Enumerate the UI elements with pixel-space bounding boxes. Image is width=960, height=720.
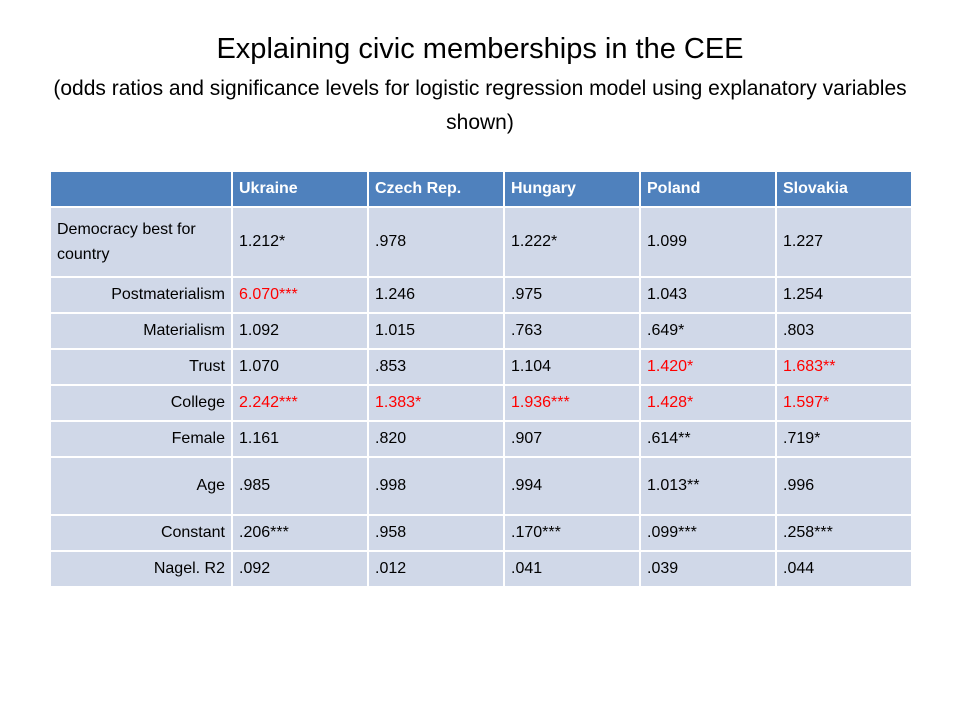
table-cell: .719* [775, 420, 913, 458]
column-header-slovakia: Slovakia [775, 170, 913, 208]
column-header-czech-rep: Czech Rep. [367, 170, 505, 208]
row-label-female: Female [49, 420, 233, 458]
table-cell: 1.246 [367, 276, 505, 314]
table-cell: .998 [367, 456, 505, 516]
table-cell: 1.104 [503, 348, 641, 386]
column-header-ukraine: Ukraine [231, 170, 369, 208]
table-cell: .907 [503, 420, 641, 458]
table-row: Female 1.161 .820 .907 .614** .719* [49, 420, 913, 458]
table-cell-highlighted: 2.242*** [231, 384, 369, 422]
table-cell: .649* [639, 312, 777, 350]
row-label-postmaterialism: Postmaterialism [49, 276, 233, 314]
table-row: Trust 1.070 .853 1.104 1.420* 1.683** [49, 348, 913, 386]
table-row: Postmaterialism 6.070*** 1.246 .975 1.04… [49, 276, 913, 314]
header-blank-cell [49, 170, 233, 208]
table-row: Age .985 .998 .994 1.013** .996 [49, 456, 913, 516]
table-cell-highlighted: 1.428* [639, 384, 777, 422]
table-cell: .044 [775, 550, 913, 588]
table-cell: 1.092 [231, 312, 369, 350]
table-cell-highlighted: 1.420* [639, 348, 777, 386]
column-header-hungary: Hungary [503, 170, 641, 208]
table-cell: .258*** [775, 514, 913, 552]
row-label-materialism: Materialism [49, 312, 233, 350]
table-cell-highlighted: 1.936*** [503, 384, 641, 422]
table-cell: 1.070 [231, 348, 369, 386]
table-cell: .853 [367, 348, 505, 386]
table-cell: .039 [639, 550, 777, 588]
row-label-trust: Trust [49, 348, 233, 386]
slide-title-block: Explaining civic memberships in the CEE … [40, 30, 920, 140]
table-cell: .994 [503, 456, 641, 516]
table-cell: 1.043 [639, 276, 777, 314]
column-header-poland: Poland [639, 170, 777, 208]
table-cell: .041 [503, 550, 641, 588]
table-cell: 1.161 [231, 420, 369, 458]
slide-subtitle: (odds ratios and significance levels for… [53, 77, 907, 134]
row-label-nagel-r2: Nagel. R2 [49, 550, 233, 588]
table-cell: .099*** [639, 514, 777, 552]
table-cell: .958 [367, 514, 505, 552]
table-cell: .978 [367, 206, 505, 278]
table-cell: 1.212* [231, 206, 369, 278]
table-header-row: Ukraine Czech Rep. Hungary Poland Slovak… [49, 170, 913, 208]
table-cell: 1.099 [639, 206, 777, 278]
slide-title: Explaining civic memberships in the CEE [216, 33, 744, 65]
regression-results-table: Ukraine Czech Rep. Hungary Poland Slovak… [49, 170, 913, 588]
table-cell: .985 [231, 456, 369, 516]
row-label-constant: Constant [49, 514, 233, 552]
row-label-democracy: Democracy best for country [49, 206, 233, 278]
table-cell: 1.254 [775, 276, 913, 314]
table-cell: .975 [503, 276, 641, 314]
table-cell: .012 [367, 550, 505, 588]
row-label-age: Age [49, 456, 233, 516]
table-row: College 2.242*** 1.383* 1.936*** 1.428* … [49, 384, 913, 422]
table-cell: 1.222* [503, 206, 641, 278]
table-row: Nagel. R2 .092 .012 .041 .039 .044 [49, 550, 913, 588]
table-cell: .206*** [231, 514, 369, 552]
table-cell: .614** [639, 420, 777, 458]
table-cell-highlighted: 1.683** [775, 348, 913, 386]
table-cell-highlighted: 6.070*** [231, 276, 369, 314]
table-cell: .820 [367, 420, 505, 458]
table-row: Materialism 1.092 1.015 .763 .649* .803 [49, 312, 913, 350]
table-cell-highlighted: 1.383* [367, 384, 505, 422]
table-cell: .092 [231, 550, 369, 588]
table-cell: .803 [775, 312, 913, 350]
table-row: Constant .206*** .958 .170*** .099*** .2… [49, 514, 913, 552]
table-cell: .170*** [503, 514, 641, 552]
table-cell: .996 [775, 456, 913, 516]
row-label-college: College [49, 384, 233, 422]
table-cell: 1.227 [775, 206, 913, 278]
table-cell: .763 [503, 312, 641, 350]
table-cell: 1.015 [367, 312, 505, 350]
table-cell-highlighted: 1.597* [775, 384, 913, 422]
table-row: Democracy best for country 1.212* .978 1… [49, 206, 913, 278]
table-cell: 1.013** [639, 456, 777, 516]
